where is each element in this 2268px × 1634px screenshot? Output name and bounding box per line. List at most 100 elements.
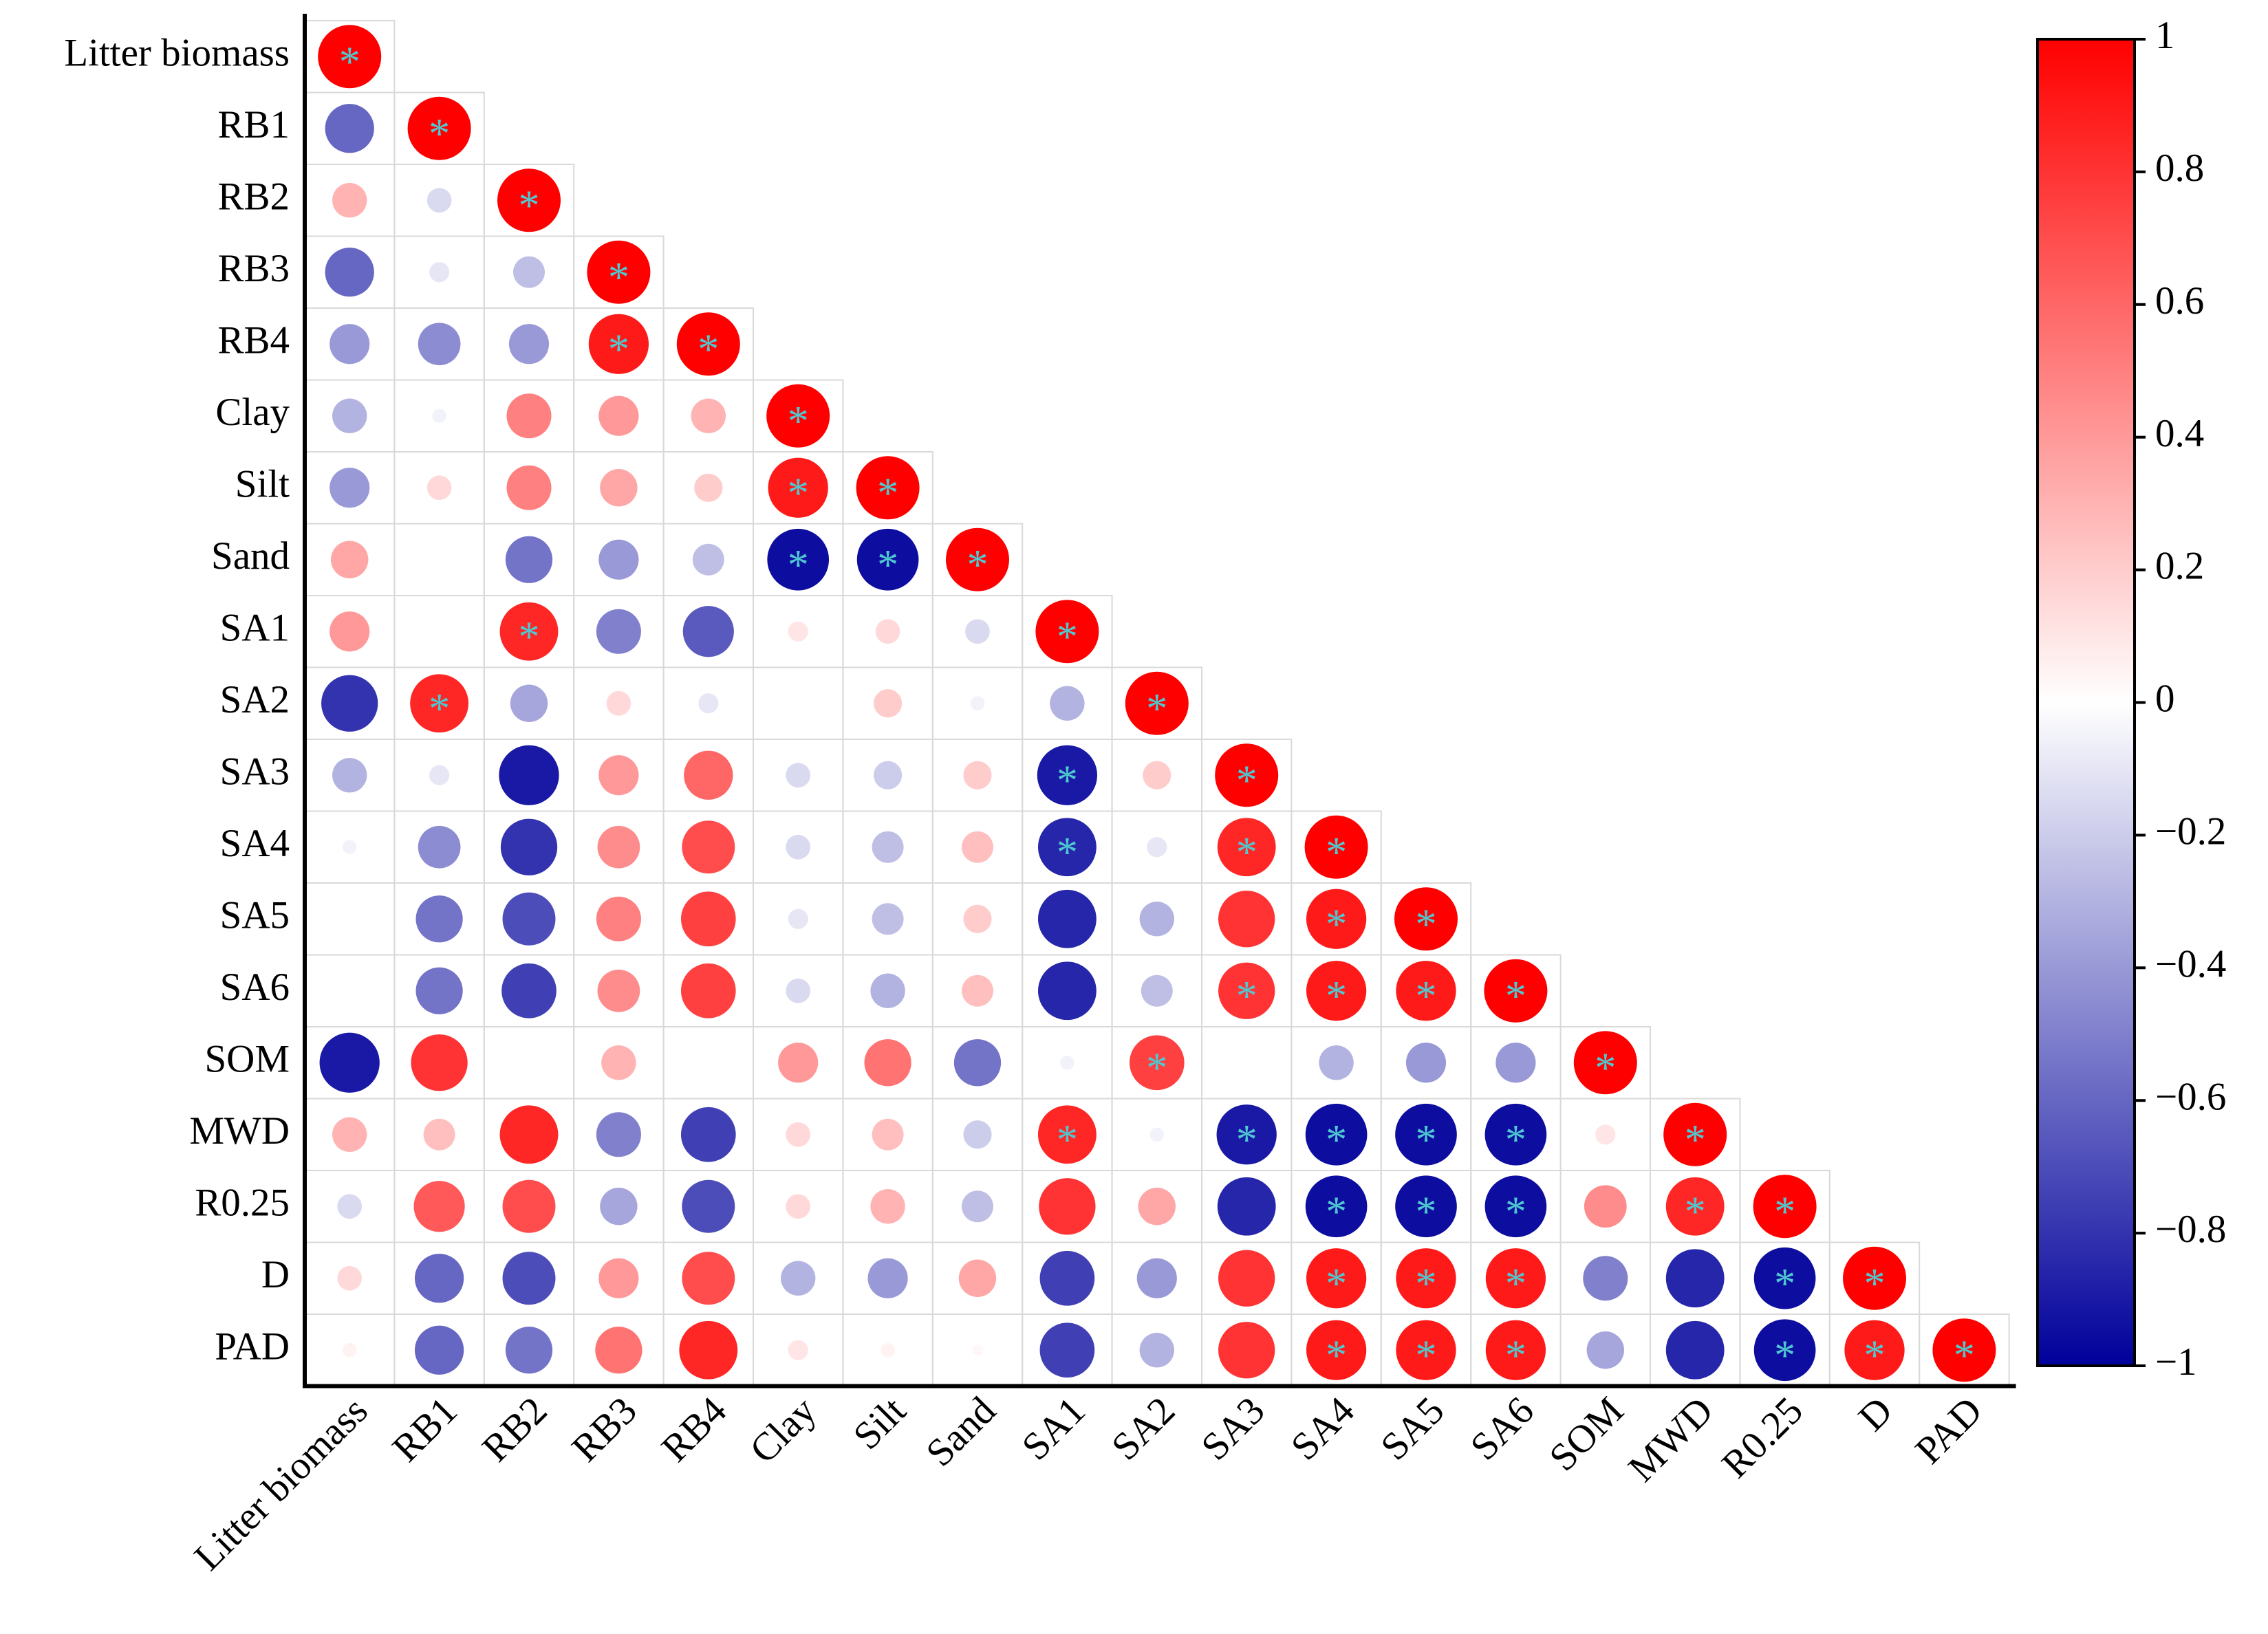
x-tick-label: SA6 bbox=[1462, 1388, 1542, 1468]
correlation-circle bbox=[1141, 974, 1173, 1007]
y-tick-label: SOM bbox=[204, 1037, 290, 1080]
significance-mark: * bbox=[1774, 1188, 1795, 1235]
y-tick-label: RB4 bbox=[217, 318, 290, 362]
correlation-circle bbox=[1139, 902, 1174, 937]
correlation-circle bbox=[1306, 889, 1367, 949]
colorbar-tick-label: −1 bbox=[2155, 1340, 2197, 1384]
x-tick-label: Silt bbox=[845, 1388, 914, 1458]
significance-mark: * bbox=[1326, 1117, 1347, 1164]
cell bbox=[1201, 1026, 1293, 1100]
correlation-circle bbox=[684, 750, 733, 800]
correlation-circle bbox=[330, 611, 370, 652]
correlation-circle bbox=[1306, 961, 1367, 1021]
significance-mark: * bbox=[1864, 1332, 1886, 1379]
correlation-circle bbox=[415, 967, 463, 1014]
correlation-circle bbox=[600, 469, 638, 507]
correlation-circle bbox=[588, 314, 649, 374]
x-tick-label: MWD bbox=[1620, 1388, 1722, 1490]
significance-mark: * bbox=[1326, 829, 1347, 876]
correlation-circle bbox=[1139, 1333, 1174, 1368]
correlation-circle bbox=[870, 973, 905, 1008]
y-tick-label: RB1 bbox=[217, 103, 290, 146]
x-tick-label: SA3 bbox=[1193, 1388, 1273, 1468]
correlation-circle bbox=[497, 168, 561, 232]
correlation-circle bbox=[596, 609, 641, 654]
correlation-circle bbox=[325, 248, 374, 297]
correlation-circle bbox=[872, 903, 904, 935]
correlation-circle bbox=[872, 831, 904, 863]
colorbar-tick-label: −0.4 bbox=[2155, 942, 2226, 985]
correlation-circle bbox=[506, 465, 552, 510]
correlation-circle bbox=[505, 536, 553, 583]
y-tick-label: Silt bbox=[235, 462, 290, 505]
correlation-circle bbox=[1586, 1331, 1625, 1369]
x-tick-label: SA2 bbox=[1103, 1388, 1183, 1468]
significance-mark: * bbox=[519, 182, 540, 229]
correlation-circle bbox=[1394, 887, 1458, 951]
significance-mark: * bbox=[1057, 829, 1078, 876]
correlation-circle bbox=[332, 1117, 367, 1152]
correlation-circle bbox=[600, 1188, 638, 1226]
colorbar-tick-label: 1 bbox=[2155, 14, 2175, 57]
correlation-circle bbox=[319, 1032, 380, 1093]
correlation-circle bbox=[1843, 1246, 1906, 1310]
correlation-circle bbox=[606, 690, 631, 716]
significance-mark: * bbox=[1146, 686, 1167, 732]
correlation-circle bbox=[1663, 1102, 1727, 1166]
correlation-circle bbox=[680, 891, 736, 947]
correlation-circle bbox=[1149, 1127, 1165, 1142]
significance-mark: * bbox=[429, 111, 450, 157]
correlation-circle bbox=[513, 256, 545, 288]
correlation-circle bbox=[698, 693, 719, 714]
correlation-circle bbox=[679, 1320, 738, 1380]
cell bbox=[753, 666, 844, 740]
correlation-circle bbox=[1305, 1175, 1368, 1238]
x-tick-label: RB3 bbox=[563, 1388, 645, 1470]
correlation-circle bbox=[332, 758, 367, 793]
correlation-circle bbox=[597, 969, 640, 1012]
correlation-circle bbox=[1844, 1320, 1905, 1380]
correlation-circle bbox=[972, 1344, 983, 1356]
x-tick-label: R0.25 bbox=[1714, 1388, 1811, 1486]
significance-mark: * bbox=[1057, 1117, 1078, 1164]
correlation-circle bbox=[1306, 1320, 1367, 1380]
correlation-circle bbox=[407, 96, 471, 160]
correlation-circle bbox=[1037, 818, 1097, 877]
correlation-circle bbox=[429, 765, 450, 785]
correlation-circle bbox=[1753, 1175, 1817, 1239]
significance-mark: * bbox=[429, 686, 450, 732]
significance-mark: * bbox=[1505, 1332, 1526, 1379]
correlation-circle bbox=[1039, 1322, 1095, 1378]
significance-mark: * bbox=[1326, 901, 1347, 948]
correlation-circle bbox=[1218, 1250, 1275, 1307]
correlation-circle bbox=[596, 896, 641, 941]
correlation-circle bbox=[867, 1258, 908, 1298]
correlation-circle bbox=[337, 1265, 363, 1291]
y-tick-label: Clay bbox=[215, 391, 290, 434]
significance-mark: * bbox=[1236, 1117, 1257, 1164]
x-tick-label: PAD bbox=[1907, 1388, 1990, 1472]
significance-mark: * bbox=[877, 542, 898, 589]
correlation-circle bbox=[692, 543, 724, 576]
y-tick-label: D bbox=[261, 1253, 290, 1296]
correlation-circle bbox=[1753, 1319, 1816, 1382]
correlation-circle bbox=[965, 619, 990, 644]
correlation-circle bbox=[1216, 1104, 1277, 1165]
correlation-circle bbox=[870, 1189, 905, 1224]
x-tick-label: D bbox=[1850, 1388, 1901, 1439]
correlation-circle bbox=[1143, 761, 1171, 789]
significance-mark: * bbox=[1236, 757, 1257, 804]
correlation-circle bbox=[595, 1327, 642, 1374]
significance-mark: * bbox=[1236, 973, 1257, 1020]
significance-mark: * bbox=[608, 254, 629, 301]
x-tick-label: RB1 bbox=[385, 1388, 466, 1470]
y-tick-label: Sand bbox=[211, 534, 290, 578]
significance-mark: * bbox=[1954, 1332, 1975, 1379]
x-tick-label: RB2 bbox=[474, 1388, 555, 1470]
significance-mark: * bbox=[1595, 1045, 1616, 1091]
correlation-circle bbox=[680, 963, 736, 1018]
correlation-circle bbox=[1218, 962, 1275, 1019]
correlation-circle bbox=[788, 621, 808, 642]
correlation-circle bbox=[1306, 1248, 1367, 1309]
